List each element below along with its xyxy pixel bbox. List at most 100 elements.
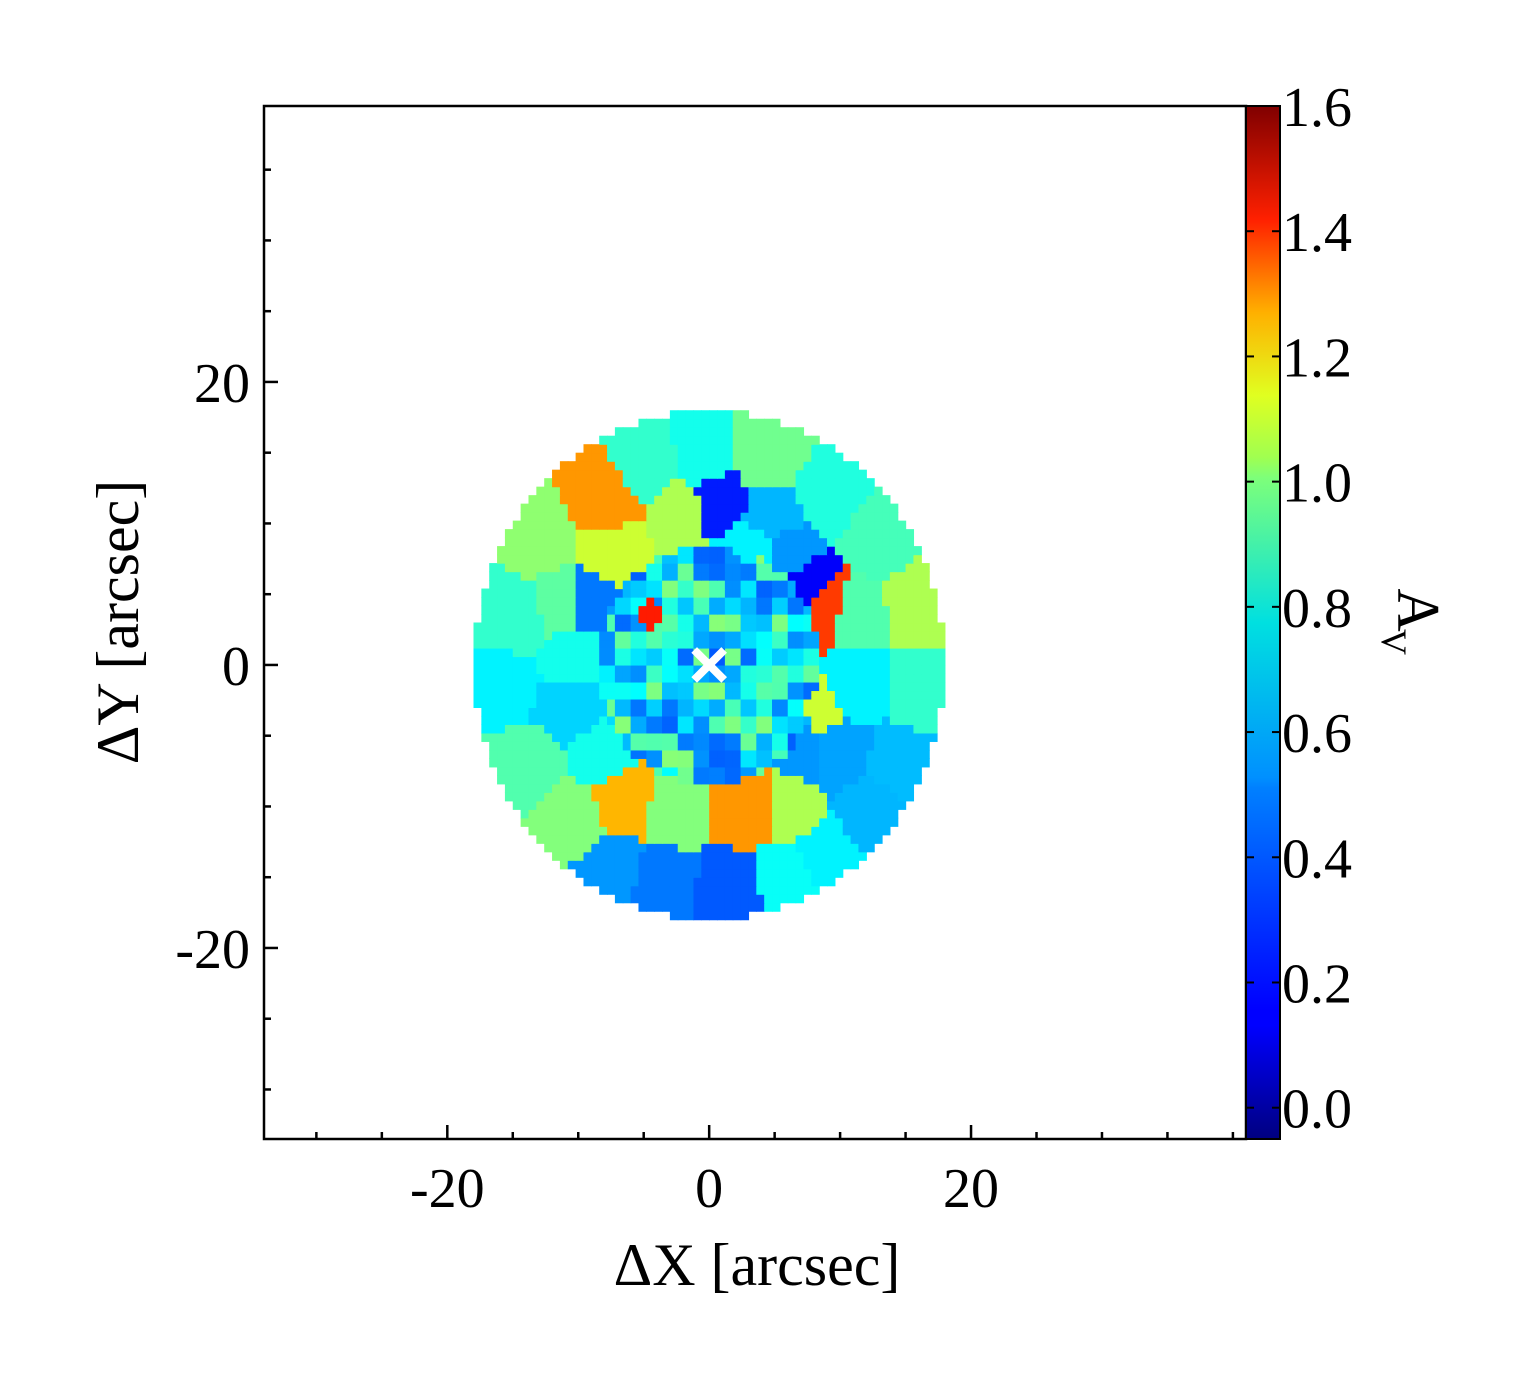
map-cell [732, 435, 742, 445]
map-cell [772, 580, 781, 590]
map-cell [599, 461, 608, 471]
map-cell [834, 537, 844, 547]
map-cell [748, 588, 757, 598]
map-cell [834, 690, 844, 700]
map-cell [732, 673, 742, 683]
map-cell [866, 775, 875, 785]
map-cell [583, 851, 592, 861]
map-cell [701, 843, 710, 853]
map-cell [748, 766, 757, 776]
map-cell [536, 597, 545, 607]
map-cell [732, 444, 742, 454]
map-cell [528, 673, 537, 683]
map-cell [497, 614, 506, 624]
map-cell [630, 834, 640, 844]
map-cell [630, 766, 640, 776]
map-cell [489, 673, 498, 683]
map-cell [897, 622, 907, 632]
map-cell [756, 783, 765, 793]
map-cell [732, 749, 742, 759]
map-cell [905, 605, 915, 615]
map-cell [756, 597, 765, 607]
map-cell [583, 843, 592, 853]
map-cell [819, 749, 828, 759]
map-cell [622, 885, 632, 895]
map-cell [913, 698, 922, 708]
map-cell [677, 724, 687, 734]
map-cell [764, 664, 773, 675]
map-cell [748, 724, 757, 734]
map-cell [764, 817, 773, 827]
map-cell [544, 741, 553, 751]
map-cell [811, 622, 820, 632]
map-cell [803, 690, 812, 700]
map-cell [622, 800, 632, 810]
map-cell [756, 622, 765, 632]
map-cell [575, 741, 585, 751]
map-cell [654, 707, 663, 717]
map-cell [819, 563, 828, 573]
map-cell [685, 775, 695, 785]
map-cell [607, 775, 616, 785]
map-cell [834, 851, 844, 861]
map-cell [693, 800, 702, 810]
map-cell [614, 766, 624, 776]
map-cell [701, 792, 710, 802]
map-cell [756, 834, 765, 844]
map-cell [591, 707, 600, 717]
map-cell [779, 783, 789, 793]
map-cell [874, 554, 883, 564]
map-cell [764, 630, 773, 641]
map-cell [842, 783, 852, 793]
map-cell [717, 512, 726, 522]
map-cell [732, 902, 742, 912]
map-cell [717, 520, 726, 530]
map-cell [646, 860, 655, 870]
map-cell [693, 707, 702, 717]
map-cell [512, 529, 522, 539]
map-cell [528, 715, 537, 725]
map-cell [756, 630, 765, 641]
map-cell [811, 630, 820, 641]
map-cell [889, 614, 899, 624]
map-cell [764, 537, 773, 547]
map-cell [559, 826, 569, 836]
map-cell [756, 639, 765, 649]
map-cell [662, 647, 671, 658]
map-cell [717, 639, 726, 649]
map-cell [599, 715, 608, 725]
map-cell [732, 630, 742, 641]
map-cell [834, 775, 844, 785]
map-cell [717, 486, 726, 496]
map-cell [567, 656, 577, 666]
map-cell [536, 826, 545, 836]
map-cell [717, 537, 726, 547]
map-cell [811, 809, 820, 819]
map-cell [748, 758, 757, 768]
map-cell [740, 894, 750, 904]
map-cell [583, 792, 592, 802]
map-cell [732, 478, 742, 488]
map-cell [882, 503, 891, 513]
map-cell [756, 749, 765, 759]
map-cell [630, 630, 640, 641]
map-cell [732, 588, 742, 598]
map-cell [614, 512, 624, 522]
map-cell [567, 529, 577, 539]
map-cell [638, 809, 647, 819]
map-cell [567, 834, 577, 844]
map-cell [772, 503, 781, 513]
map-cell [567, 775, 577, 785]
map-cell [536, 664, 545, 675]
map-cell [599, 877, 608, 887]
map-cell [622, 783, 632, 793]
map-cell [662, 758, 671, 768]
map-cell [622, 529, 632, 539]
map-cell [575, 673, 585, 683]
map-cell [787, 622, 797, 632]
map-cell [709, 707, 718, 717]
map-cell [583, 834, 592, 844]
map-cell [772, 800, 781, 810]
map-cell [677, 427, 687, 437]
map-cell [677, 571, 687, 581]
